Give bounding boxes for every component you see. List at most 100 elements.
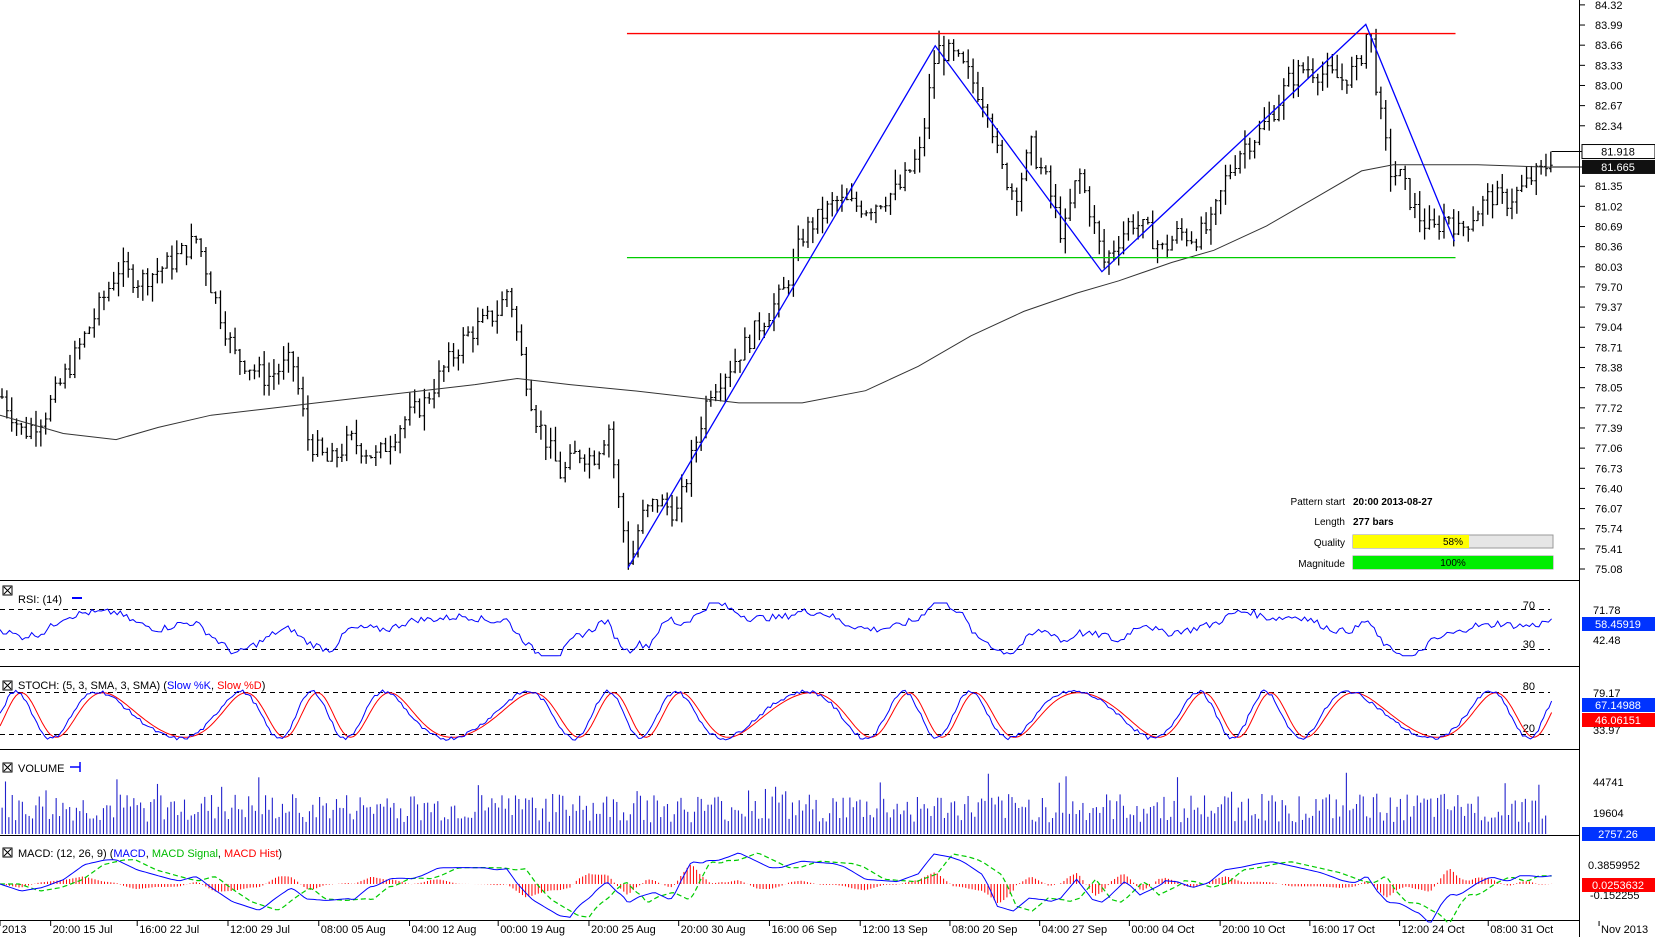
pattern-lines — [626, 23, 1456, 569]
price-bar — [674, 496, 679, 522]
macd-histogram — [2, 864, 1553, 903]
price-bar — [53, 376, 58, 403]
price-bar — [218, 290, 223, 330]
price-bar — [208, 271, 213, 294]
time-axis-label: 12:00 24 Oct — [1402, 924, 1465, 936]
price-bar — [956, 49, 961, 57]
price-bar — [14, 418, 19, 436]
price-bar — [1301, 62, 1306, 74]
price-bar — [233, 327, 238, 355]
price-bar — [165, 252, 170, 269]
price-bar — [781, 276, 786, 290]
price-axis-tick-label: 75.08 — [1595, 564, 1623, 576]
price-bar — [101, 290, 106, 311]
price-bar — [1534, 163, 1539, 196]
price-bar — [422, 388, 427, 431]
price-bar — [145, 268, 150, 296]
price-bar — [1097, 220, 1102, 255]
price-bar — [4, 390, 9, 419]
price-bar — [247, 369, 252, 381]
price-bar — [1179, 218, 1184, 241]
price-bar — [995, 128, 1000, 154]
price-bar — [398, 425, 403, 454]
macd-panel: MACD: (12, 26, 9) (MACD, MACD Signal, MA… — [0, 847, 1655, 923]
price-bar — [325, 447, 330, 462]
price-bar — [1417, 191, 1422, 233]
volume-bars — [1, 772, 1547, 834]
current-price-badge — [1581, 144, 1655, 160]
price-bar — [1160, 242, 1165, 250]
price-bar — [971, 58, 976, 94]
price-bar — [155, 257, 160, 284]
price-axis-tick-label: 77.06 — [1595, 443, 1623, 455]
price-bar — [854, 191, 859, 212]
price-bar — [1432, 208, 1437, 228]
price-bar — [665, 492, 670, 516]
price-bar — [810, 217, 815, 244]
price-bar — [97, 292, 102, 326]
price-bar — [1184, 228, 1189, 247]
price-bar — [184, 244, 189, 266]
price-bar — [1208, 206, 1213, 245]
price-bar — [893, 169, 898, 201]
price-bar — [1456, 211, 1461, 236]
price-bar — [470, 326, 475, 353]
price-bar — [563, 461, 568, 483]
macd-axis-tick-hi: 0.3859952 — [1588, 860, 1640, 872]
price-bar — [708, 390, 713, 407]
price-bar — [524, 346, 529, 397]
price-bar — [305, 395, 310, 451]
price-bar — [150, 273, 155, 302]
price-axis-tick-label: 76.40 — [1595, 483, 1623, 495]
price-bar — [1330, 54, 1335, 74]
volume-legend-swatch — [70, 762, 81, 772]
price-bar — [179, 242, 184, 255]
price-bar — [878, 205, 883, 210]
stoch-close-icon-x — [3, 681, 12, 690]
price-bar — [29, 417, 34, 440]
price-axis-tick-label: 79.70 — [1595, 282, 1623, 294]
time-axis: 2013 20:00 15 Jul 16:00 22 Jul 12:00 29 Jul… — [0, 921, 1648, 936]
price-bar — [121, 247, 126, 287]
price-bar — [1296, 59, 1301, 97]
price-bar — [383, 437, 388, 453]
price-bar — [436, 360, 441, 398]
price-bar — [1320, 61, 1325, 91]
quality-bar-fill — [1353, 535, 1469, 548]
price-bar — [242, 360, 247, 375]
price-bar — [1155, 240, 1160, 264]
stoch-k-line — [0, 689, 1553, 741]
price-bar — [1505, 188, 1510, 217]
price-bar — [684, 479, 689, 493]
price-bar — [291, 351, 296, 382]
price-axis-tick-label: 83.33 — [1595, 60, 1623, 72]
price-bar — [577, 449, 582, 464]
volume-panel: VOLUME 44741 19604 2757.26 — [1, 762, 1655, 841]
macd-current-value: 0.0253632 — [1592, 880, 1644, 892]
price-bar — [1039, 157, 1044, 175]
pattern-start-label: Pattern start — [1291, 497, 1346, 508]
price-bar — [509, 287, 514, 318]
price-bar — [796, 225, 801, 262]
price-axis-tick-label: 78.71 — [1595, 342, 1623, 354]
price-bar — [1398, 168, 1403, 177]
price-bar — [335, 447, 340, 468]
price-bar — [368, 455, 373, 459]
price-bar — [1412, 192, 1417, 219]
price-bar — [271, 359, 276, 390]
price-bar — [1170, 235, 1175, 251]
price-bar — [262, 351, 267, 396]
price-bar — [490, 310, 495, 327]
rsi-axis-tick-lo: 42.48 — [1593, 635, 1621, 647]
price-bar — [1548, 151, 1553, 173]
price-bar — [1466, 226, 1471, 242]
price-bar — [1165, 234, 1170, 259]
price-bar — [873, 204, 878, 224]
price-bar — [412, 389, 417, 414]
ma-price-value: 81.665 — [1601, 162, 1635, 174]
price-bar — [922, 118, 927, 157]
price-bar — [402, 416, 407, 439]
price-bar — [1364, 33, 1369, 69]
price-bar — [1174, 220, 1179, 244]
price-bar — [58, 378, 63, 386]
